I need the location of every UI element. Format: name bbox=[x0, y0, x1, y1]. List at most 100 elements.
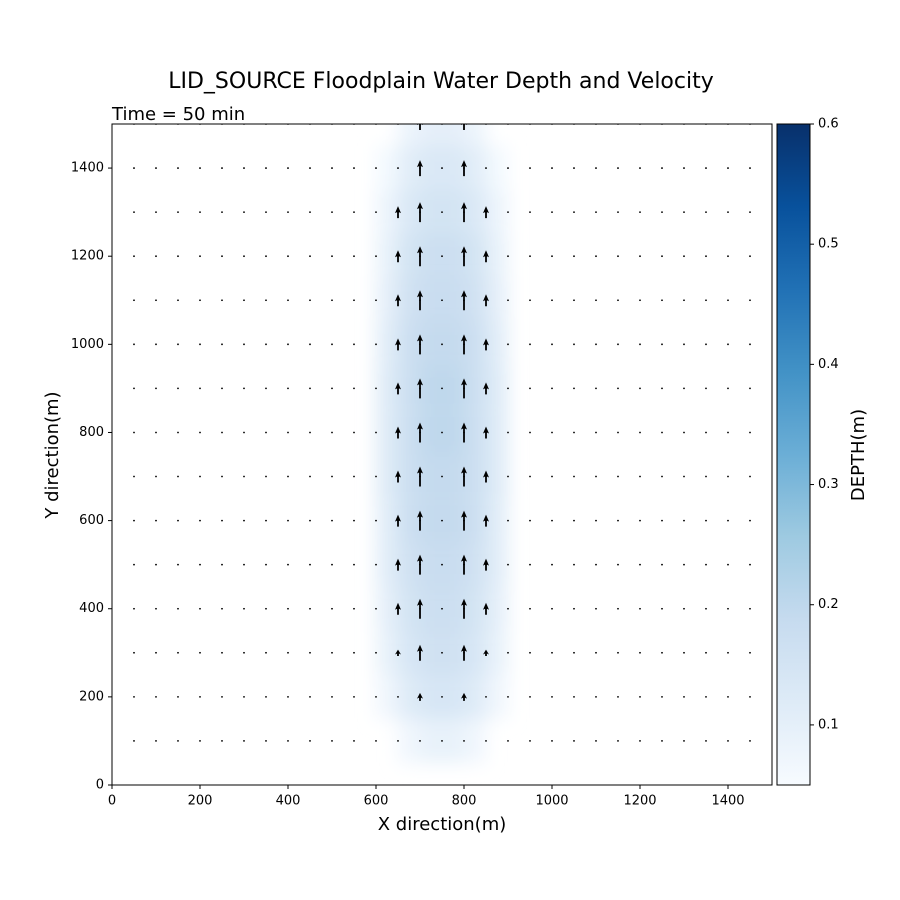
grid-dot bbox=[331, 167, 333, 169]
grid-dot bbox=[661, 167, 663, 169]
grid-dot bbox=[243, 387, 245, 390]
grid-dot bbox=[551, 475, 553, 478]
y-tick-label: 200 bbox=[79, 689, 104, 704]
grid-dot bbox=[441, 431, 443, 434]
depth-cell bbox=[376, 498, 398, 543]
grid-dot bbox=[441, 563, 443, 566]
velocity-arrow bbox=[483, 602, 489, 615]
depth-cell bbox=[376, 234, 398, 279]
grid-dot bbox=[265, 695, 267, 698]
grid-dot bbox=[287, 167, 289, 169]
grid-dot bbox=[617, 387, 619, 390]
grid-dot bbox=[573, 563, 575, 566]
grid-dot bbox=[529, 343, 531, 346]
grid-dot bbox=[683, 431, 685, 434]
depth-cell bbox=[464, 674, 486, 719]
grid-dot bbox=[133, 563, 135, 566]
velocity-arrow bbox=[395, 426, 401, 439]
grid-dot bbox=[705, 255, 707, 258]
colorbar-label: DEPTH(m) bbox=[848, 409, 869, 501]
grid-dot bbox=[683, 167, 685, 169]
grid-dot bbox=[309, 255, 311, 258]
grid-dot bbox=[441, 211, 443, 214]
grid-dot bbox=[595, 519, 597, 522]
depth-cell bbox=[398, 278, 420, 323]
grid-dot bbox=[441, 740, 443, 742]
velocity-arrow bbox=[461, 422, 467, 443]
grid-dot bbox=[375, 255, 377, 258]
grid-dot bbox=[639, 519, 641, 522]
grid-dot bbox=[507, 431, 509, 434]
grid-dot bbox=[573, 167, 575, 169]
grid-dot bbox=[507, 211, 509, 214]
grid-dot bbox=[177, 563, 179, 566]
grid-dot bbox=[595, 343, 597, 346]
grid-dot bbox=[551, 299, 553, 302]
axes: 0 200 400 600 800 1000 1200 1400 0 200 400 600 800 10… bbox=[71, 117, 839, 809]
grid-dot bbox=[683, 563, 685, 566]
grid-dot bbox=[309, 651, 311, 654]
grid-dot bbox=[155, 343, 157, 346]
grid-dot bbox=[155, 563, 157, 566]
grid-dot bbox=[177, 740, 179, 742]
grid-dot bbox=[243, 695, 245, 698]
velocity-arrow bbox=[461, 644, 467, 661]
depth-cell bbox=[398, 410, 420, 455]
depth-cell bbox=[398, 234, 420, 279]
depth-cell bbox=[486, 410, 508, 455]
grid-dot bbox=[133, 255, 135, 258]
depth-cell bbox=[420, 366, 442, 411]
grid-dot bbox=[309, 607, 311, 610]
grid-dot bbox=[133, 740, 135, 742]
grid-dot bbox=[375, 167, 377, 169]
grid-dot bbox=[221, 211, 223, 214]
grid-dot bbox=[265, 211, 267, 214]
grid-dot bbox=[441, 475, 443, 478]
grid-dot bbox=[573, 651, 575, 654]
depth-cell bbox=[486, 542, 508, 587]
depth-field bbox=[376, 124, 508, 763]
grid-dot bbox=[441, 343, 443, 346]
depth-cell bbox=[398, 454, 420, 499]
depth-cell bbox=[376, 190, 398, 235]
grid-dot bbox=[375, 211, 377, 214]
grid-dot bbox=[529, 387, 531, 390]
grid-dot bbox=[595, 211, 597, 214]
depth-cell bbox=[376, 366, 398, 411]
grid-dot bbox=[243, 167, 245, 169]
depth-cell bbox=[464, 278, 486, 323]
velocity-arrow bbox=[417, 246, 423, 267]
grid-dot bbox=[353, 607, 355, 610]
depth-cell bbox=[398, 190, 420, 235]
colorbar-tick-label: 0.6 bbox=[818, 117, 839, 132]
grid-dot bbox=[661, 607, 663, 610]
grid-dot bbox=[529, 211, 531, 214]
grid-dot bbox=[507, 740, 509, 742]
velocity-arrow bbox=[417, 422, 423, 443]
grid-dot bbox=[397, 695, 399, 698]
grid-dot bbox=[221, 519, 223, 522]
grid-dot bbox=[419, 740, 421, 742]
grid-dot bbox=[639, 563, 641, 566]
depth-cell bbox=[486, 278, 508, 323]
velocity-arrow bbox=[417, 466, 423, 487]
depth-cell bbox=[442, 498, 464, 543]
grid-dot bbox=[617, 607, 619, 610]
grid-dot bbox=[375, 563, 377, 566]
grid-dot bbox=[199, 740, 201, 742]
grid-dot bbox=[573, 695, 575, 698]
grid-dot bbox=[331, 607, 333, 610]
grid-dot bbox=[617, 695, 619, 698]
grid-dot bbox=[529, 563, 531, 566]
grid-dot bbox=[705, 695, 707, 698]
grid-dot bbox=[155, 519, 157, 522]
depth-cell bbox=[464, 146, 486, 191]
grid-dot bbox=[199, 431, 201, 434]
depth-cell bbox=[464, 410, 486, 455]
grid-dot bbox=[331, 255, 333, 258]
grid-dot bbox=[705, 519, 707, 522]
grid-dot bbox=[661, 475, 663, 478]
grid-dot bbox=[331, 211, 333, 214]
grid-dot bbox=[133, 475, 135, 478]
grid-dot bbox=[397, 740, 399, 742]
